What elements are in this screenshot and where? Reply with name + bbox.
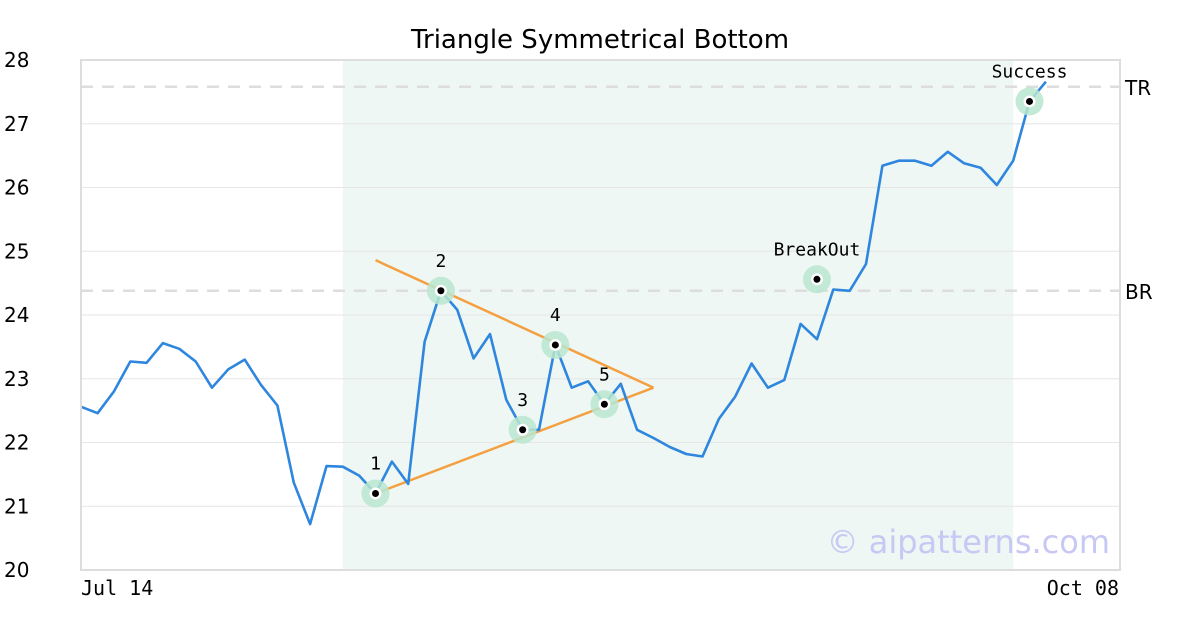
marker-label-breakout: BreakOut <box>774 239 861 260</box>
marker-dot-success <box>1026 97 1033 105</box>
y-tick-label: 25 <box>4 239 29 263</box>
y-tick-label: 20 <box>4 558 29 582</box>
chart-title: Triangle Symmetrical Bottom <box>410 25 789 55</box>
y-tick-label: 28 <box>4 48 29 72</box>
y-tick-label: 27 <box>4 112 29 136</box>
level-label-br: BR <box>1125 280 1153 304</box>
marker-dot-breakout <box>813 275 821 283</box>
marker-label-2: 2 <box>435 251 446 272</box>
marker-label-3: 3 <box>517 390 528 411</box>
marker-dot-1 <box>372 490 379 497</box>
marker-dot-4 <box>551 341 559 349</box>
marker-dot-3 <box>519 426 527 434</box>
marker-label-5: 5 <box>599 364 610 385</box>
marker-label-success: Success <box>992 61 1068 82</box>
marker-dot-2 <box>437 287 445 295</box>
price-line <box>80 80 1047 526</box>
y-tick-label: 24 <box>4 303 29 327</box>
plot-frame <box>80 59 1121 571</box>
x-tick-label-start: Jul 14 <box>81 576 153 600</box>
level-label-tr: TR <box>1124 76 1151 100</box>
y-tick-label: 23 <box>4 367 29 391</box>
marker-label-1: 1 <box>370 454 381 475</box>
marker-label-4: 4 <box>550 305 561 326</box>
watermark: © aipatterns.com <box>827 523 1110 561</box>
marker-dot-5 <box>600 400 608 408</box>
y-tick-label: 21 <box>4 494 29 518</box>
x-tick-label-end: Oct 08 <box>1047 576 1119 600</box>
y-tick-label: 26 <box>4 176 29 200</box>
trendline-2 <box>374 259 654 389</box>
y-tick-label: 22 <box>4 431 29 455</box>
